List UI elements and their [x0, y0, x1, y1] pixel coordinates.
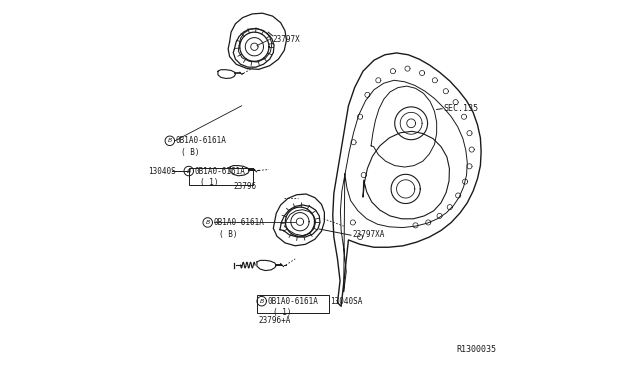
- Text: 23797X: 23797X: [273, 35, 300, 44]
- Text: 23797XA: 23797XA: [352, 230, 385, 239]
- Text: 0B1A0-6161A: 0B1A0-6161A: [214, 218, 264, 227]
- Text: 23796+A: 23796+A: [258, 316, 291, 325]
- Text: 13040S: 13040S: [148, 167, 175, 176]
- Text: 0B1A0-6161A: 0B1A0-6161A: [268, 297, 318, 306]
- Text: ( B): ( B): [180, 148, 199, 157]
- Text: SEC.135: SEC.135: [444, 104, 478, 113]
- Text: B: B: [260, 299, 264, 304]
- Text: R1300035: R1300035: [457, 346, 497, 355]
- Text: ( B): ( B): [219, 230, 237, 239]
- Text: B: B: [168, 138, 172, 143]
- Text: B: B: [205, 220, 210, 225]
- Text: 23796: 23796: [233, 182, 257, 190]
- Text: 0B1A0-6161A: 0B1A0-6161A: [175, 136, 227, 145]
- Text: ( 1): ( 1): [273, 308, 291, 317]
- Text: ( 1): ( 1): [200, 178, 218, 187]
- Bar: [189, 168, 253, 185]
- Bar: [257, 295, 330, 313]
- Text: B: B: [187, 169, 191, 174]
- Text: 0B1A0-6161A: 0B1A0-6161A: [195, 167, 246, 176]
- Text: 13040SA: 13040SA: [330, 297, 363, 306]
